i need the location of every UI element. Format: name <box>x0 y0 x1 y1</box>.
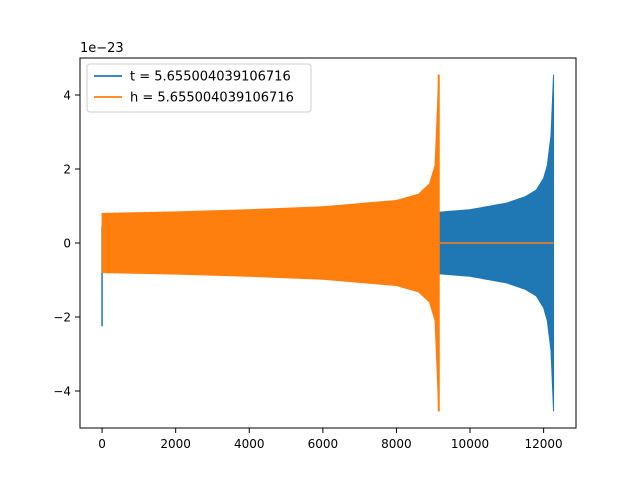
y-tick-label: −2 <box>53 311 71 325</box>
x-tick-label: 10000 <box>451 437 489 451</box>
legend-label: h = 5.655004039106716 <box>130 91 294 106</box>
x-tick-label: 12000 <box>525 437 563 451</box>
legend: t = 5.655004039106716 h = 5.6550040391067… <box>86 63 312 113</box>
series-line-h <box>101 74 554 412</box>
x-tick-label: 6000 <box>308 437 339 451</box>
x-axis: 0 2000 4000 6000 8000 10000 12000 <box>98 428 563 451</box>
y-axis: −4 −2 0 2 4 <box>53 89 80 399</box>
x-tick-label: 8000 <box>381 437 412 451</box>
legend-label: t = 5.655004039106716 <box>130 70 291 85</box>
y-offset-text: 1e−23 <box>80 41 124 56</box>
x-tick-label: 0 <box>98 437 106 451</box>
y-tick-label: 0 <box>63 237 71 251</box>
y-tick-label: −4 <box>53 385 71 399</box>
y-tick-label: 2 <box>63 163 71 177</box>
x-tick-label: 4000 <box>234 437 265 451</box>
series-layer <box>101 74 555 412</box>
legend-box <box>86 63 312 113</box>
x-tick-label: 2000 <box>160 437 191 451</box>
y-tick-label: 4 <box>63 89 71 103</box>
